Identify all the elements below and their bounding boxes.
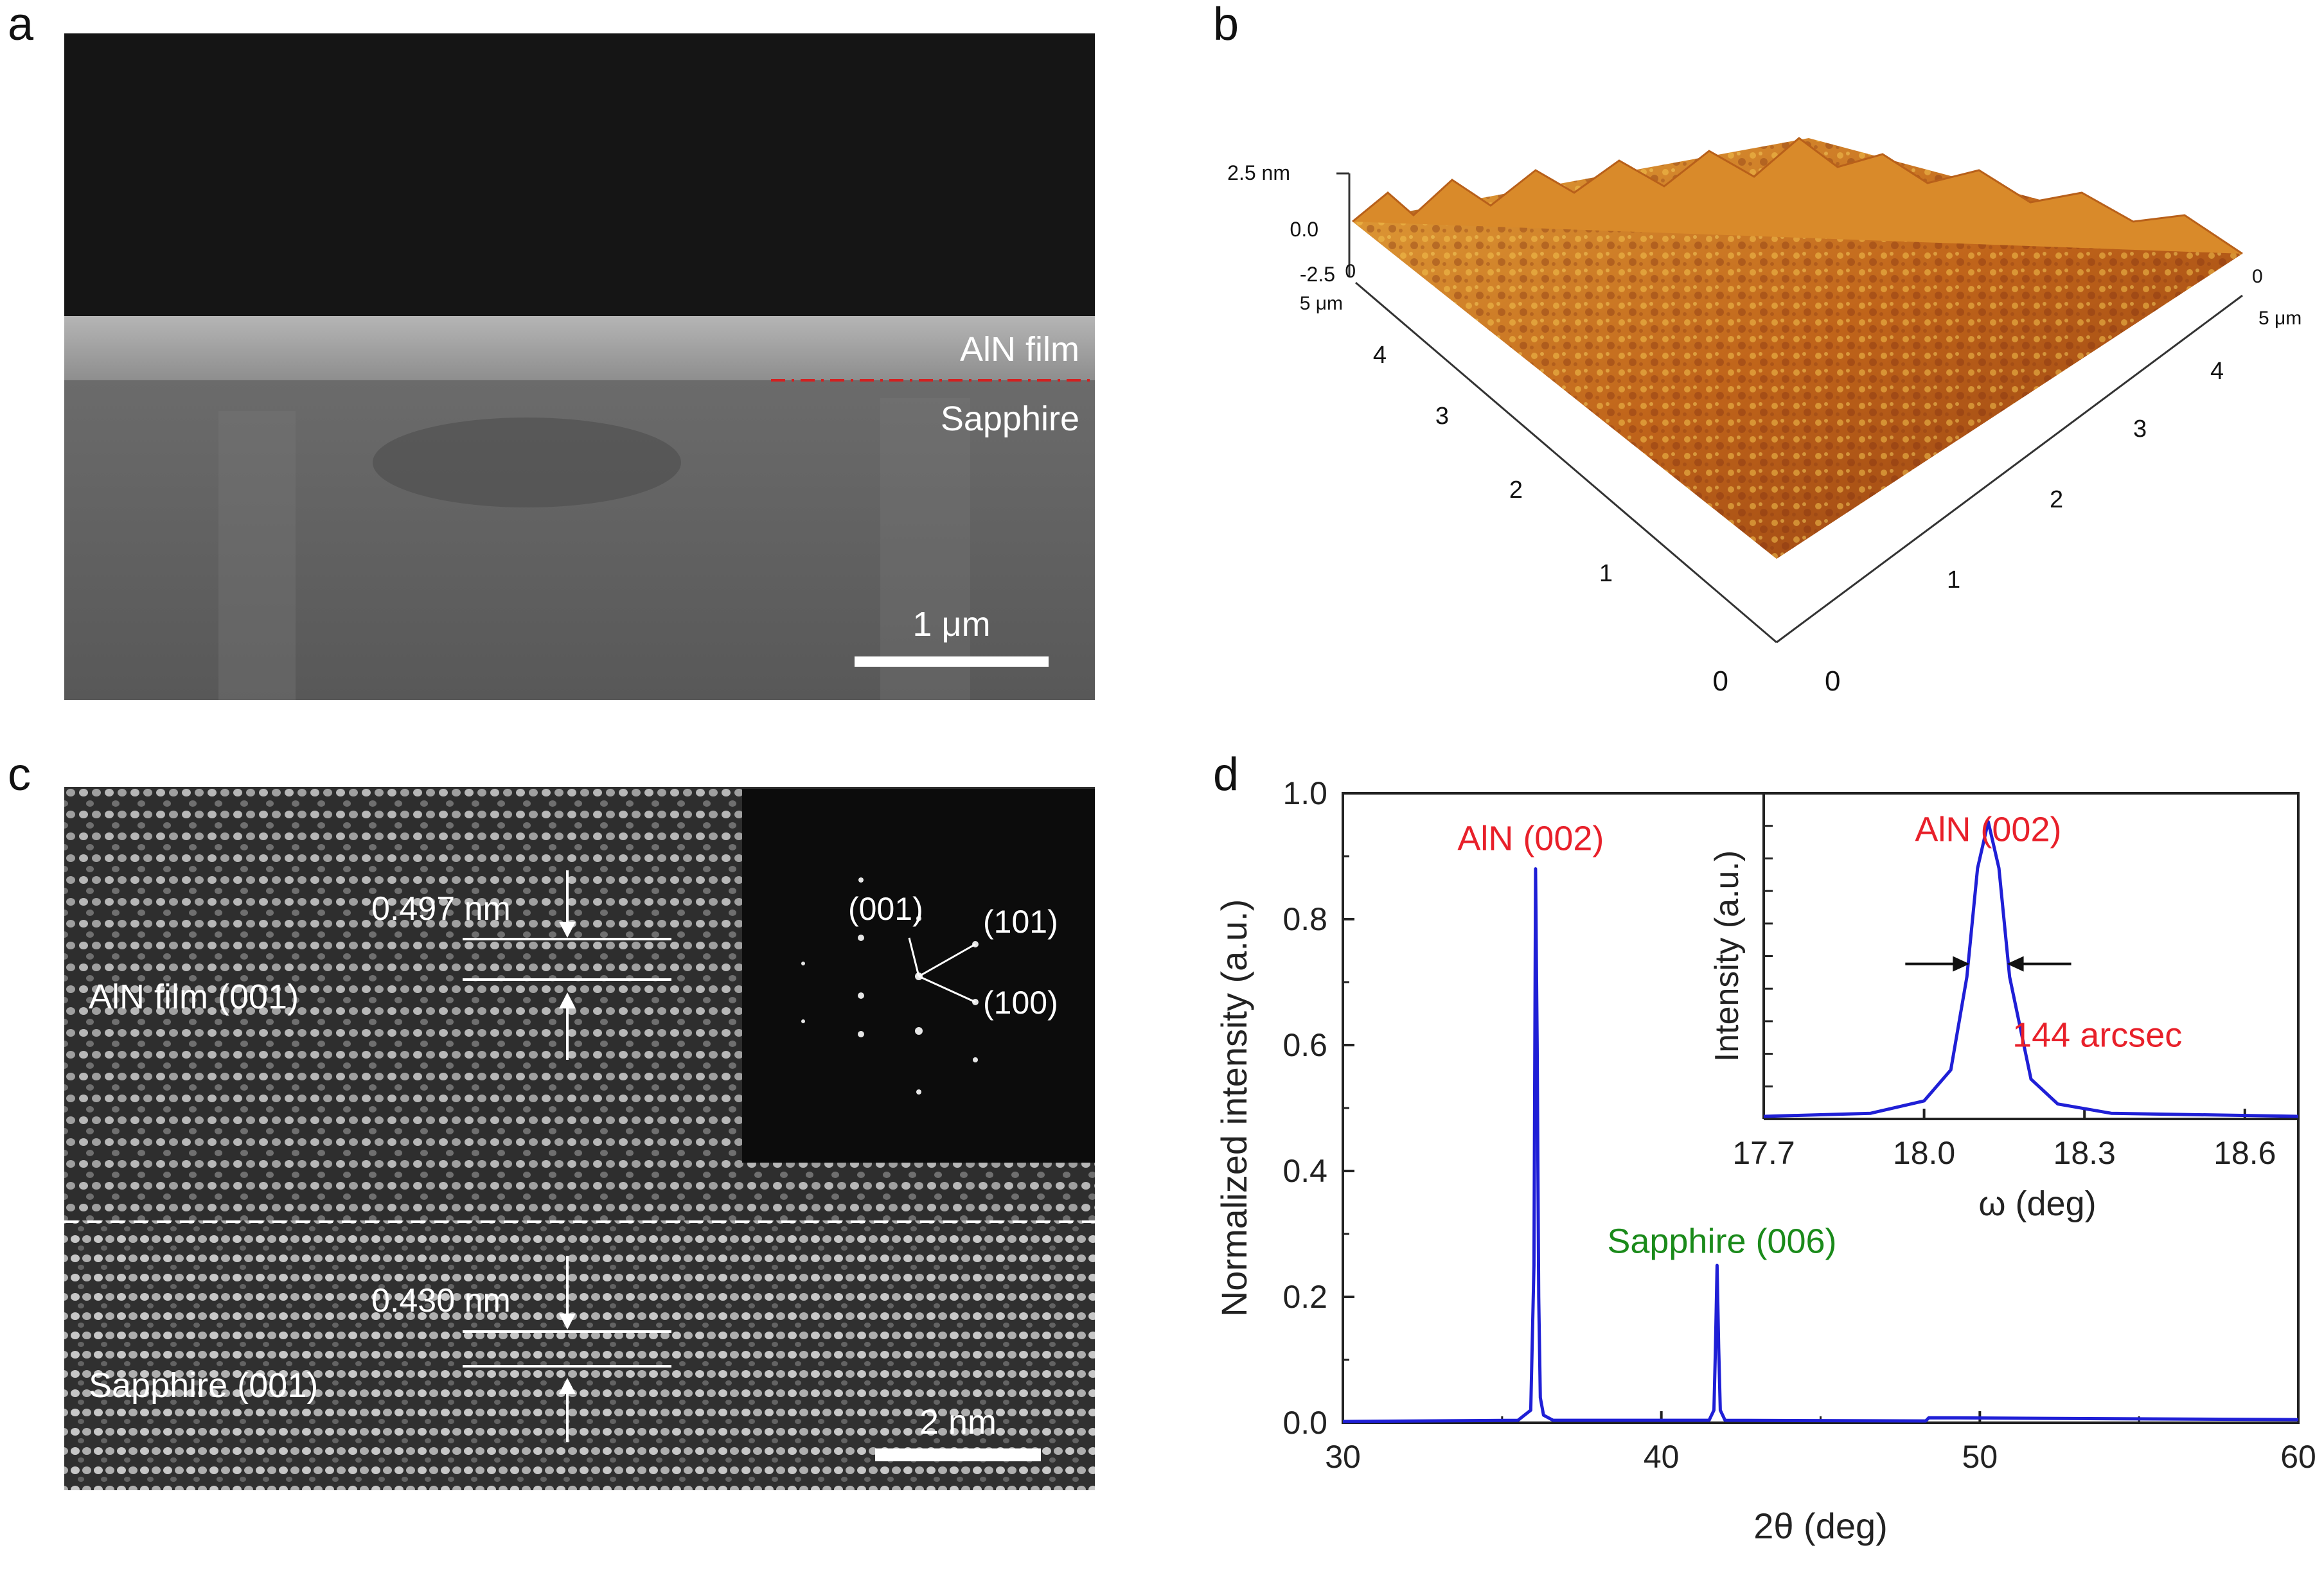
afm-left-tick-label: 3 — [1435, 403, 1449, 430]
afm-z-tick-label: 2.5 nm — [1227, 161, 1290, 184]
xrd-curve — [1342, 867, 2299, 1423]
afm-ridge — [1352, 137, 2243, 255]
afm-right-tick-label: 5 μm — [2258, 308, 2302, 329]
saed-spot — [915, 1027, 923, 1035]
inset-x-tick-label: 18.0 — [1893, 1135, 1955, 1171]
aln-peak-label: AlN (002) — [1457, 819, 1604, 858]
afm-left-tick-label: 1 — [1599, 560, 1613, 587]
inset-x-tick-label: 18.6 — [2213, 1135, 2276, 1171]
afm-right-axis — [1776, 294, 2243, 644]
afm-left-axis — [1355, 281, 1777, 644]
arrow-head-icon — [559, 1378, 576, 1394]
hrtem-substrate-label: Sapphire (001) — [89, 1366, 318, 1405]
afm-right-tick-label: 4 — [2210, 358, 2224, 385]
sapphire-peak-label: Sapphire (006) — [1607, 1222, 1836, 1261]
panel-c: c (001) (101) (100) — [8, 749, 1095, 1490]
sem-vacuum-region — [64, 33, 1095, 316]
sapphire-label: Sapphire — [941, 400, 1079, 438]
inset-x-tick-label: 17.7 — [1732, 1135, 1795, 1171]
y-tick-label: 0.2 — [1282, 1279, 1327, 1315]
saed-spot — [858, 992, 864, 999]
x-tick-label: 50 — [1962, 1439, 1998, 1475]
saed-spot — [858, 1031, 864, 1037]
afm-left-tick-label: 0 — [1713, 665, 1728, 697]
afm-left-tick-label: 0 — [1345, 261, 1356, 282]
hrtem-substrate-lattice — [64, 1220, 1095, 1490]
inset-x-axis-label: ω (deg) — [1978, 1184, 2096, 1223]
film-spacing-label: 0.497 nm — [371, 890, 511, 928]
substrate-spacing-label: 0.430 nm — [371, 1282, 511, 1319]
afm-left-tick-label: 2 — [1509, 477, 1523, 504]
y-tick-label: 0.0 — [1282, 1405, 1327, 1441]
scale-bar-label: 1 μm — [912, 605, 990, 644]
x-tick-label: 40 — [1644, 1439, 1680, 1475]
inset-peak-label: AlN (002) — [1915, 810, 2061, 849]
arrow-head-icon — [559, 1314, 576, 1330]
arrow-head-icon — [559, 922, 576, 938]
panel-b: b 2.5 nm 0.0 -2.5 0 5 μm 4 3 2 1 0 0 5 μ… — [1213, 0, 2302, 697]
saed-spot — [858, 935, 864, 941]
saed-label-101: (101) — [983, 904, 1058, 940]
saed-label-100: (100) — [983, 985, 1058, 1021]
sem-contrast-feature — [373, 418, 681, 507]
afm-left-tick-label: 5 μm — [1300, 293, 1343, 314]
afm-left-tick-label: 4 — [1373, 342, 1387, 369]
sem-contrast-feature — [218, 411, 296, 700]
x-tick-label: 60 — [2280, 1439, 2316, 1475]
arrow-head-icon — [559, 992, 576, 1008]
scale-bar — [855, 656, 1049, 667]
sem-aln-film-region — [64, 316, 1095, 380]
hrtem-scale-bar-label: 2 nm — [919, 1403, 997, 1441]
afm-right-tick-label: 0 — [2252, 266, 2263, 287]
y-tick-label: 0.6 — [1282, 1027, 1327, 1063]
saed-vector — [908, 937, 920, 977]
y-tick-label: 0.8 — [1282, 901, 1327, 937]
saed-spot — [801, 1019, 805, 1023]
arrow-left-icon — [2007, 956, 2024, 972]
panel-a: a AlN film Sapphire 1 μm — [8, 0, 1095, 700]
saed-spot — [973, 1057, 978, 1062]
xrd-inset-chart: 17.7 18.0 18.3 18.6 ω (deg) Intensity (a.u.) A… — [1708, 793, 2299, 1223]
plot-frame — [1342, 792, 2300, 1424]
panel-d-letter: d — [1213, 749, 1239, 800]
aln-film-label: AlN film — [960, 330, 1079, 369]
saed-spot — [916, 916, 921, 921]
saed-spot — [801, 962, 805, 965]
inset-y-axis-label: Intensity (a.u.) — [1708, 850, 1746, 1062]
xrd-main-chart: 30 40 50 60 0.0 0.2 0.4 0.6 0.8 1.0 2θ (deg) Normal… — [1214, 775, 2316, 1546]
y-axis-label: Normalized intensity (a.u.) — [1214, 899, 1254, 1317]
saed-label-001: (001) — [848, 891, 923, 927]
saed-spot — [916, 1089, 921, 1095]
panel-c-letter: c — [8, 749, 31, 800]
afm-z-tick-label: 0.0 — [1290, 218, 1318, 241]
saed-vector — [918, 943, 976, 978]
afm-right-tick-label: 2 — [2050, 486, 2063, 513]
saed-vector — [918, 975, 976, 1003]
hrtem-film-label: AlN film (001) — [89, 978, 299, 1016]
sem-contrast-feature — [880, 398, 970, 700]
afm-right-tick-label: 3 — [2133, 416, 2147, 443]
inset-x-tick-label: 18.3 — [2053, 1135, 2116, 1171]
x-tick-label: 30 — [1325, 1439, 1361, 1475]
hrtem-scale-bar — [875, 1448, 1041, 1461]
y-tick-label: 0.4 — [1282, 1153, 1327, 1189]
y-tick-label: 1.0 — [1282, 775, 1327, 811]
afm-right-tick-label: 1 — [1947, 567, 1960, 594]
panel-d: d 30 40 50 60 0.0 0.2 0.4 0.6 0.8 1.0 2θ (deg) Norm… — [1213, 749, 2316, 1546]
fwhm-label: 144 arcsec — [2012, 1016, 2182, 1055]
saed-spot — [858, 877, 864, 883]
afm-z-tick-label: -2.5 — [1300, 263, 1335, 286]
arrow-right-icon — [1953, 956, 1970, 972]
panel-a-letter: a — [8, 0, 34, 50]
panel-b-letter: b — [1213, 0, 1239, 50]
x-axis-label: 2θ (deg) — [1753, 1506, 1888, 1546]
afm-right-tick-label: 0 — [1825, 665, 1840, 697]
rocking-curve — [1763, 820, 2299, 1118]
